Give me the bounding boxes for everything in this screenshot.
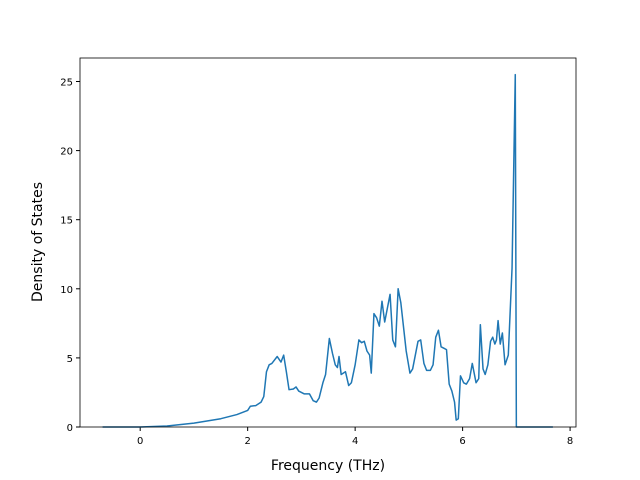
- x-tick-label: 0: [137, 436, 143, 447]
- x-tick-label: 8: [567, 436, 573, 447]
- y-tick-label: 15: [60, 216, 73, 227]
- x-tick-label: 2: [244, 436, 250, 447]
- y-axis-label: Density of States: [30, 182, 46, 302]
- x-tick-label: 6: [459, 436, 465, 447]
- plot-frame: [79, 57, 577, 428]
- line: [102, 73, 553, 428]
- y-tick-label: 20: [60, 147, 73, 158]
- x-axis-label: Frequency (THz): [271, 458, 385, 474]
- y-tick-label: 10: [60, 285, 73, 296]
- y-tick-label: 0: [67, 423, 73, 434]
- y-tick-label: 5: [67, 354, 73, 365]
- x-tick-label: 4: [352, 436, 358, 447]
- y-tick-label: 25: [60, 77, 73, 88]
